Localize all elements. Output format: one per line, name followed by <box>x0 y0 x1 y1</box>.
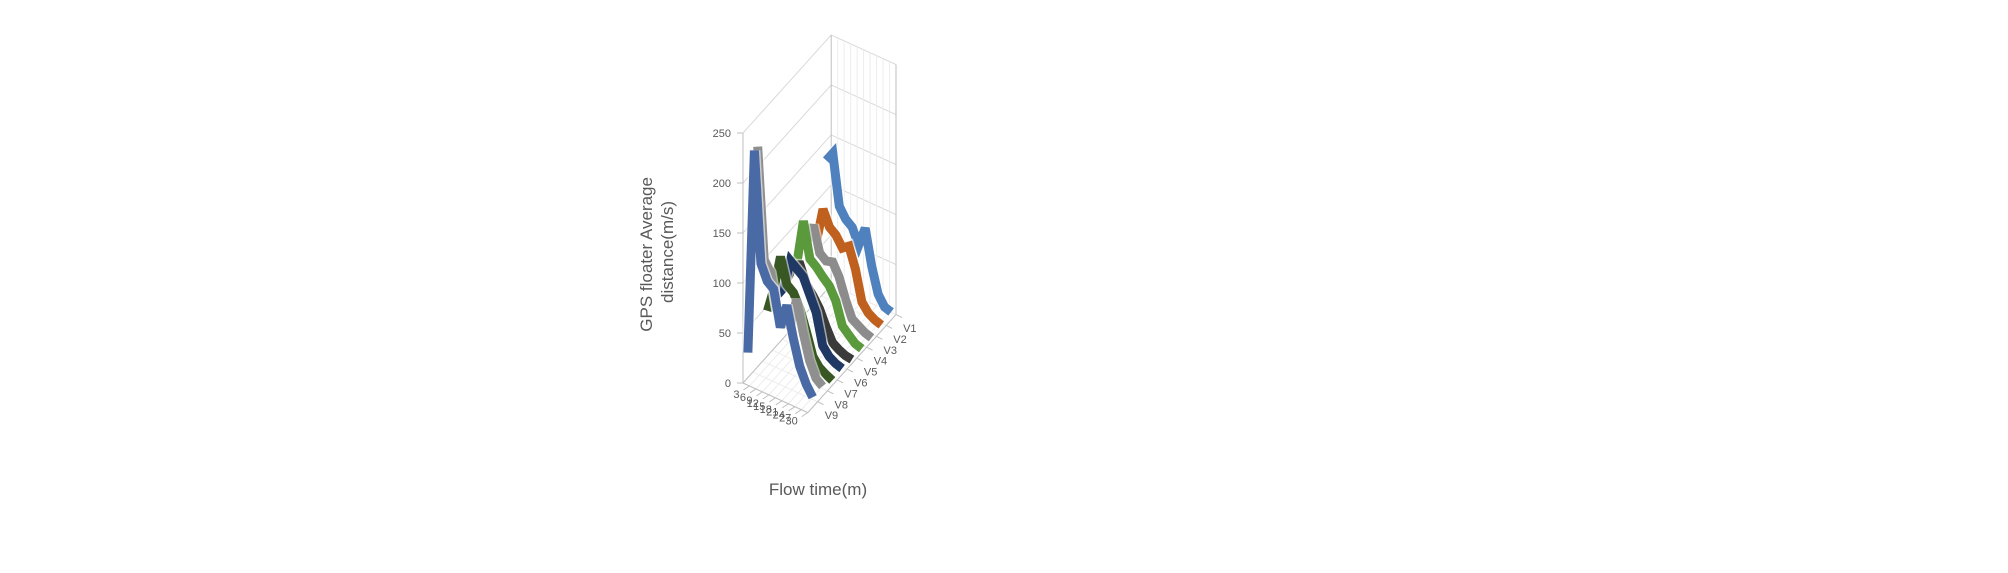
y-tick-label: 50 <box>719 328 731 340</box>
x-tick-mark <box>769 398 775 402</box>
x-tick-mark <box>743 386 749 390</box>
series-tick-mark <box>827 391 833 394</box>
series-tick-label: V9 <box>825 410 838 422</box>
series-tick-mark <box>886 325 892 328</box>
series-tick-mark <box>876 336 882 339</box>
x-tick-mark <box>789 407 795 411</box>
y-tick-label: 200 <box>713 178 731 190</box>
y-axis-title-line-1: GPS floater Average <box>637 177 656 332</box>
series-tick-mark <box>867 347 873 350</box>
left-wall-gridline <box>743 35 831 133</box>
series-tick-mark <box>818 402 824 405</box>
x-axis-title: Flow time(m) <box>769 480 867 499</box>
x-tick-label: 30 <box>786 416 798 428</box>
y-tick-label: 0 <box>725 378 731 390</box>
x-tick-label: 6 <box>740 392 746 404</box>
y-tick-label: 100 <box>713 278 731 290</box>
series-tick-mark <box>847 369 853 372</box>
x-tick-mark <box>795 410 801 414</box>
series-tick-mark <box>896 315 902 318</box>
series-tick-mark <box>837 380 843 383</box>
x-tick-mark <box>750 389 756 393</box>
y-axis-title-line-2: distance(m/s) <box>658 201 677 303</box>
x-tick-mark <box>756 392 762 396</box>
x-tick-mark <box>802 413 808 417</box>
x-tick-mark <box>776 401 782 405</box>
y-tick-label: 150 <box>713 228 731 240</box>
y-tick-label: 250 <box>713 128 731 140</box>
x-tick-label: 3 <box>733 389 739 401</box>
y-axis-title: GPS floater Average distance(m/s) <box>637 172 677 331</box>
x-tick-mark <box>763 395 769 399</box>
x-tick-mark <box>782 404 788 408</box>
series-tick-mark <box>857 358 863 361</box>
